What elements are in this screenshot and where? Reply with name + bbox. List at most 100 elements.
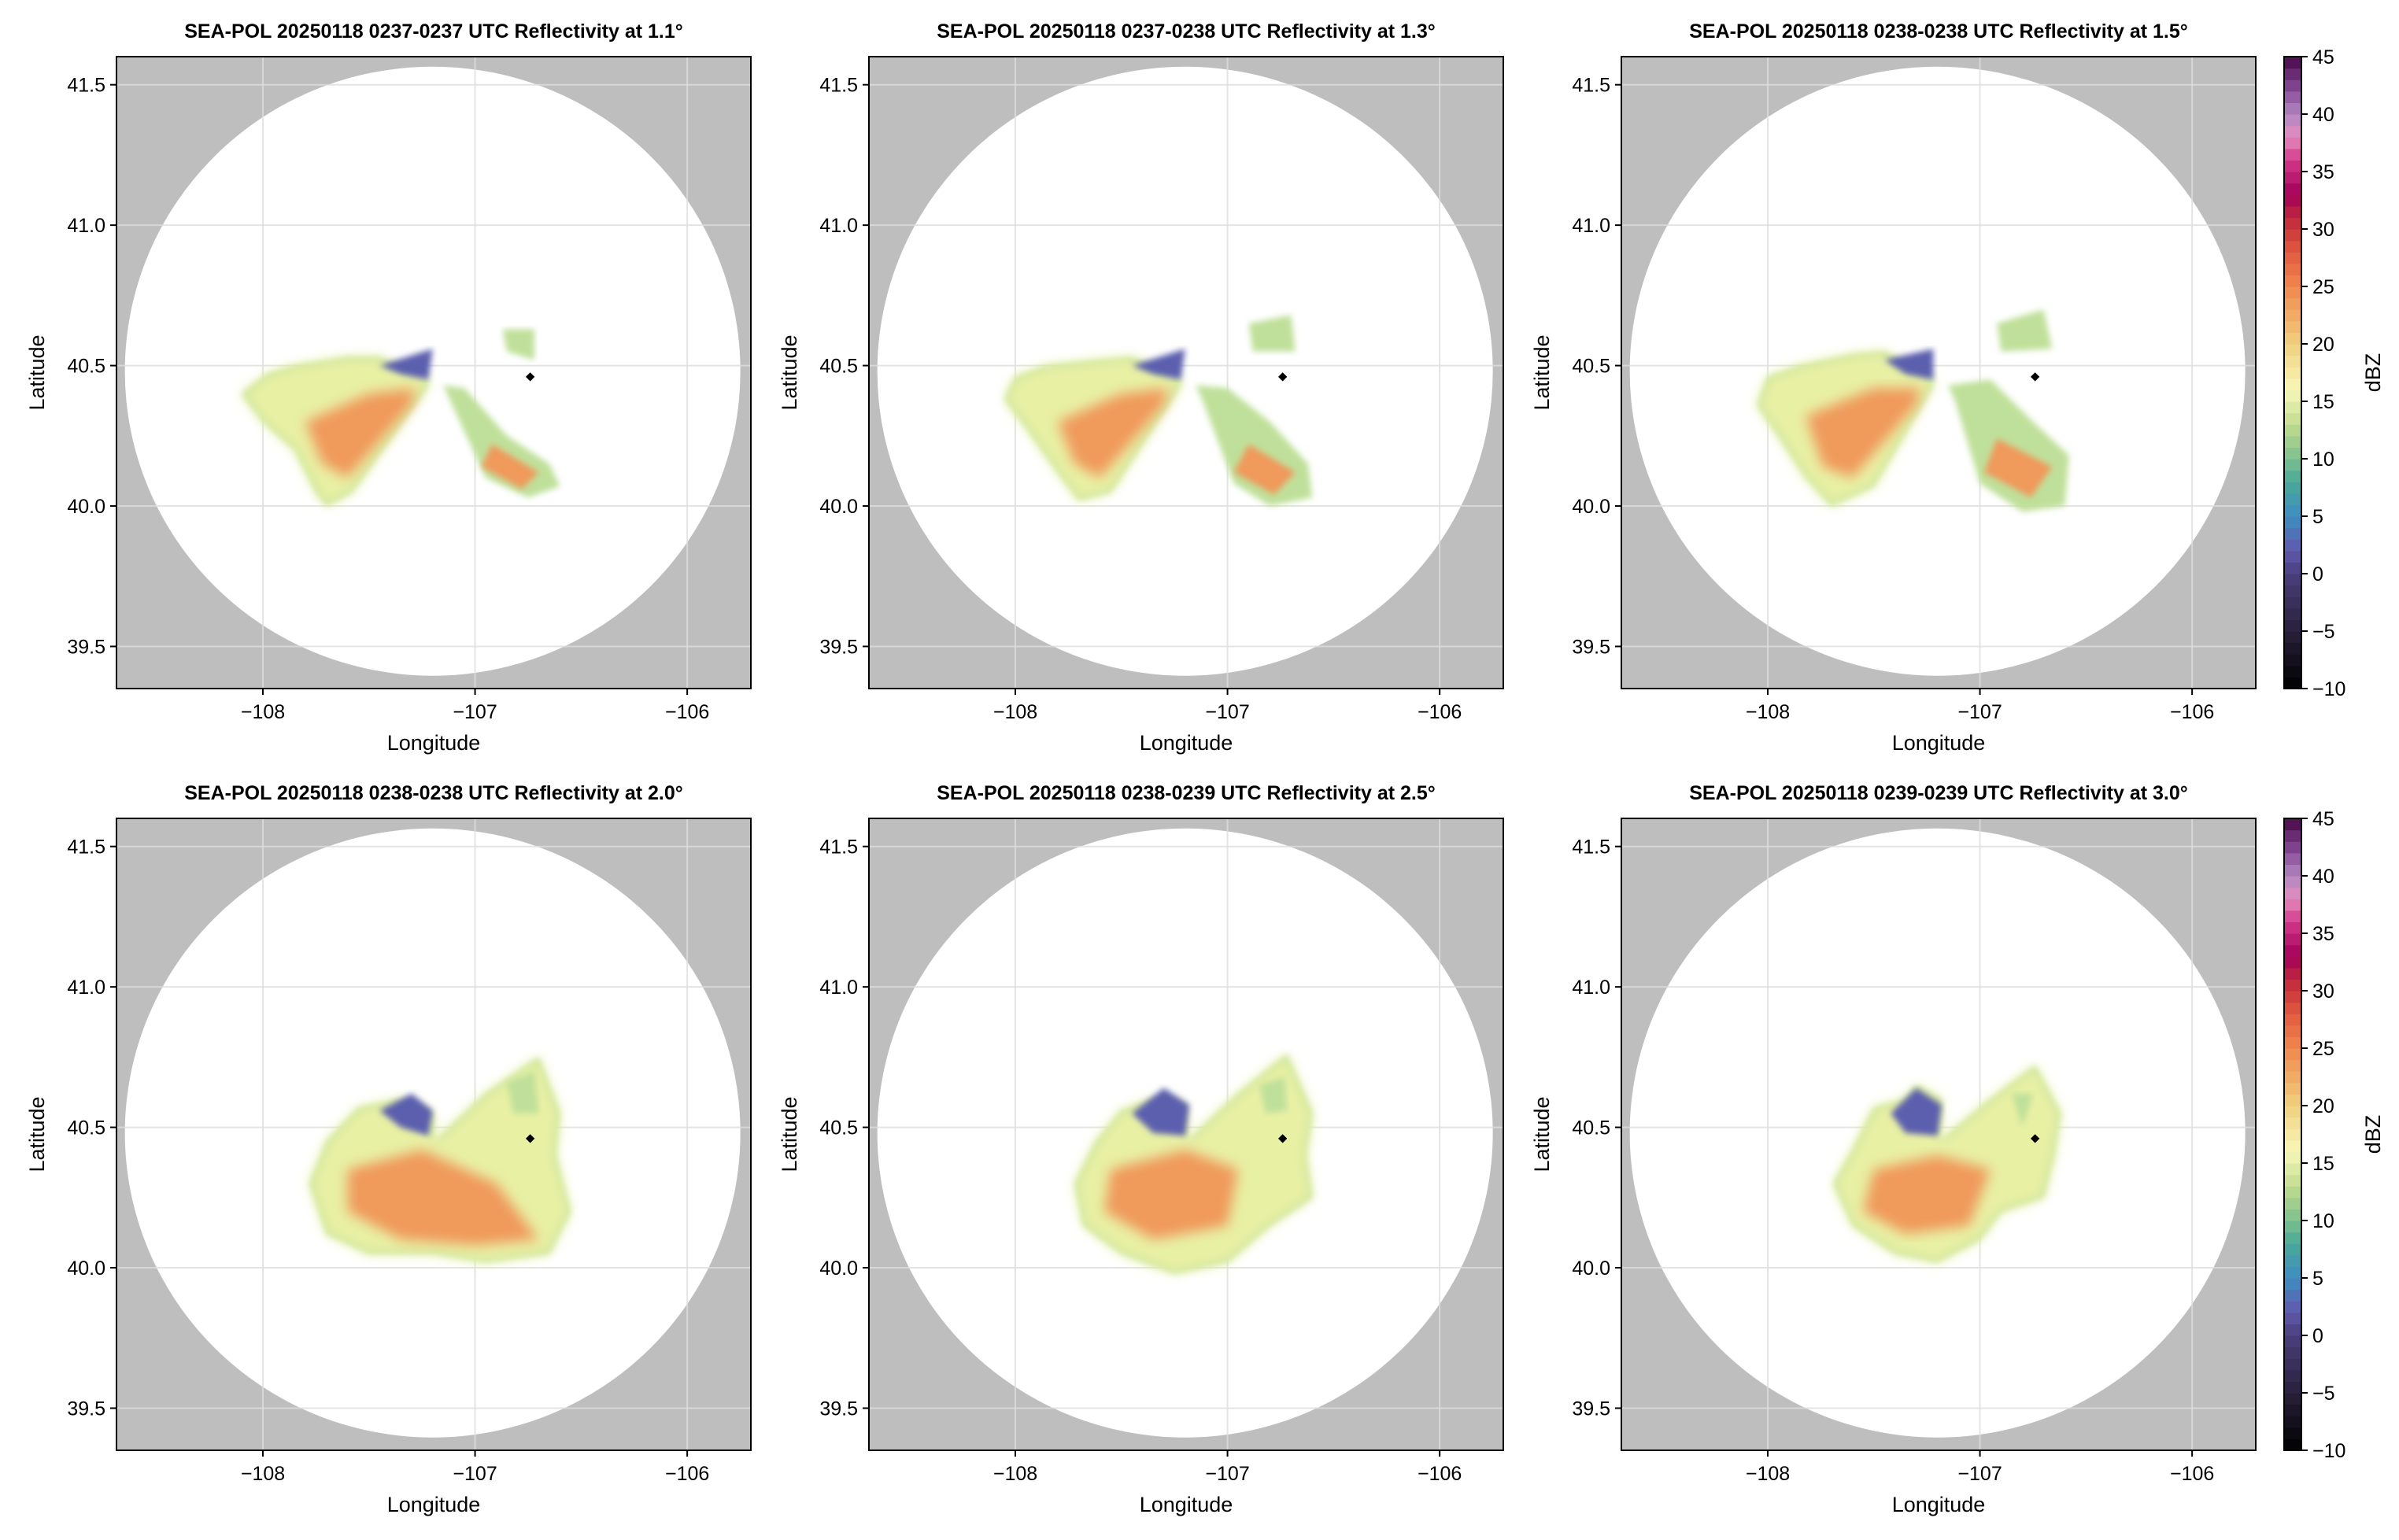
y-tick-label: 40.0 (1572, 496, 1610, 518)
reflectivity-echo (242, 329, 560, 506)
colorbar-tick-label: 40 (2312, 104, 2334, 126)
colorbar-bin (2284, 160, 2301, 172)
x-tick-label: −107 (1957, 701, 2002, 723)
colorbar-bin (2284, 355, 2301, 367)
colorbar-tick-label: 25 (2312, 1038, 2334, 1060)
colorbar-tick-label: 45 (2312, 808, 2334, 830)
radar-panel: SEA-POL 20250118 0237-0237 UTC Reflectiv… (25, 20, 752, 755)
colorbar-tick-label: 25 (2312, 276, 2334, 298)
x-tick-label: −108 (1746, 1463, 1790, 1485)
colorbar-tick-label: 0 (2312, 563, 2323, 585)
radar-range-circle (1629, 66, 2246, 676)
colorbar-bin (2284, 493, 2301, 505)
colorbar-bin (2284, 482, 2301, 494)
colorbar-tick-label: 0 (2312, 1325, 2323, 1347)
reflectivity-echo (1833, 1065, 2061, 1262)
panel-title: SEA-POL 20250118 0238-0239 UTC Reflectiv… (937, 782, 1436, 804)
echo-se-core (481, 444, 539, 489)
colorbar-bin (2284, 608, 2301, 620)
echo-ne-cell (507, 1071, 539, 1113)
colorbar-tick-label: 15 (2312, 1153, 2334, 1175)
colorbar-bin (2284, 172, 2301, 184)
colorbar-bin (2284, 114, 2301, 127)
colorbar-tick-label: 15 (2312, 391, 2334, 413)
x-tick-label: −108 (993, 701, 1037, 723)
colorbar-bin (2284, 967, 2301, 980)
colorbar-bin (2284, 619, 2301, 632)
colorbar-bin (2284, 829, 2301, 842)
x-tick-label: −106 (1418, 1463, 1462, 1485)
colorbar-bin (2284, 1438, 2301, 1451)
radar-location-marker (1277, 372, 1288, 382)
colorbar-bin (2284, 910, 2301, 922)
colorbar-bin (2284, 1174, 2301, 1187)
x-axis-label: Longitude (1140, 731, 1233, 755)
colorbar-bin (2284, 344, 2301, 356)
y-axis-label: Latitude (778, 334, 801, 410)
colorbar-bin (2284, 1209, 2301, 1221)
colorbar-bin (2284, 57, 2301, 69)
colorbar-bin (2284, 205, 2301, 218)
colorbar-bin (2284, 1048, 2301, 1061)
colorbar-bin (2284, 412, 2301, 425)
plot-area (116, 818, 751, 1450)
colorbar-tick-label: 30 (2312, 219, 2334, 241)
radar-panel: SEA-POL 20250118 0238-0238 UTC Reflectiv… (25, 782, 752, 1516)
colorbar-label: dBZ (2361, 1115, 2385, 1154)
colorbar-bin (2284, 1254, 2301, 1267)
radar-location-marker (2030, 1134, 2040, 1143)
colorbar-bin (2284, 217, 2301, 230)
y-tick-label: 39.5 (67, 636, 105, 658)
colorbar-bin (2284, 1278, 2301, 1291)
colorbar-bin (2284, 309, 2301, 322)
x-axis-label: Longitude (1140, 1493, 1233, 1516)
colorbar-bin (2284, 401, 2301, 414)
colorbar-bin (2284, 1094, 2301, 1106)
colorbar-bin (2284, 252, 2301, 264)
colorbar-bin (2284, 1346, 2301, 1359)
colorbar-bin (2284, 1393, 2301, 1405)
y-axis-label: Latitude (1530, 334, 1554, 410)
colorbar-bin (2284, 562, 2301, 574)
colorbar-tick-label: −10 (2312, 678, 2345, 700)
x-tick-label: −108 (1746, 701, 1790, 723)
colorbar-bin (2284, 194, 2301, 207)
plot-frame (1621, 56, 2257, 689)
y-axis-label: Latitude (25, 334, 49, 410)
y-tick-label: 41.5 (1572, 836, 1610, 859)
echo-low-reflectivity (379, 1093, 433, 1136)
y-tick-label: 40.5 (67, 356, 105, 378)
colorbar-bin (2284, 852, 2301, 865)
colorbar-tick-label: −10 (2312, 1440, 2345, 1462)
colorbar-bin (2284, 79, 2301, 92)
colorbar-bin (2284, 1416, 2301, 1428)
panel-title: SEA-POL 20250118 0237-0237 UTC Reflectiv… (184, 20, 683, 42)
colorbar-bin (2284, 956, 2301, 969)
colorbar-bin (2284, 148, 2301, 161)
echo-ne-cell (2012, 1093, 2033, 1128)
colorbar-bin (2284, 90, 2301, 103)
colorbar-bin (2284, 367, 2301, 379)
reflectivity-echo (309, 1057, 571, 1262)
colorbar-bin (2284, 933, 2301, 946)
echo-se-core (1984, 438, 2053, 498)
x-tick-label: −107 (1205, 701, 1249, 723)
colorbar-bin (2284, 459, 2301, 471)
echo-low-reflectivity (1884, 349, 1934, 380)
colorbar-tick-label: 45 (2312, 46, 2334, 68)
colorbar-bin (2284, 1243, 2301, 1256)
plot-frame (116, 56, 752, 689)
colorbar-tick-label: −5 (2312, 1383, 2335, 1405)
colorbar-bin (2284, 470, 2301, 482)
echo-core (1806, 388, 1921, 478)
echo-core (1863, 1155, 1991, 1235)
colorbar-tick-label: 10 (2312, 449, 2334, 471)
plot-area (1621, 57, 2256, 689)
colorbar-bin (2284, 1427, 2301, 1439)
x-axis-label: Longitude (1892, 1493, 1986, 1516)
panel-title: SEA-POL 20250118 0239-0239 UTC Reflectiv… (1689, 782, 2188, 804)
y-tick-label: 39.5 (1572, 1398, 1610, 1420)
y-tick-label: 39.5 (819, 1398, 858, 1420)
colorbar-bin (2284, 887, 2301, 899)
